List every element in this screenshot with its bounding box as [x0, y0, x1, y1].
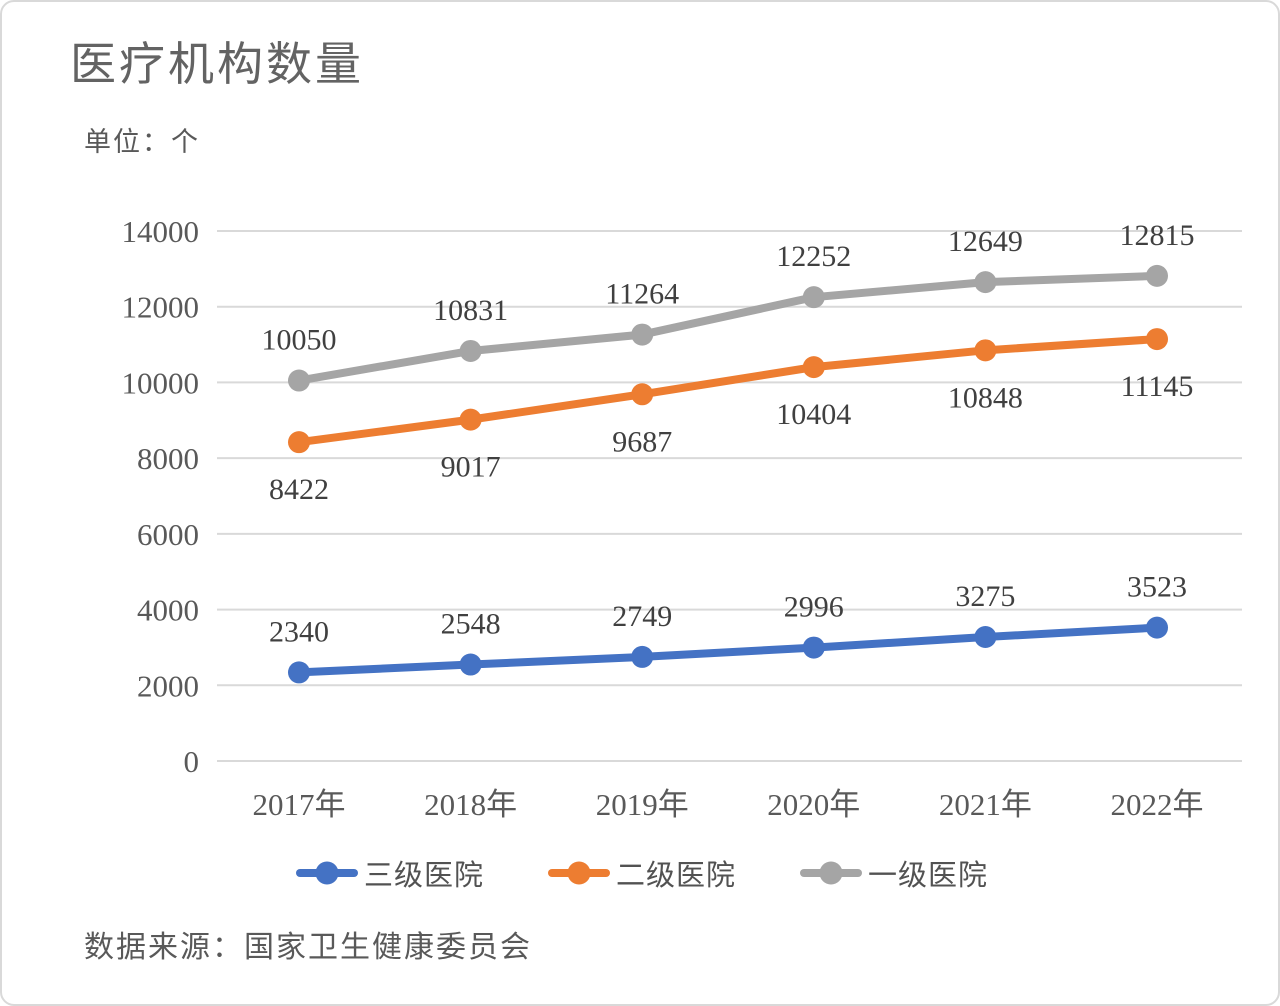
- data-point-label: 11145: [1121, 370, 1194, 403]
- legend: 三级医院 二级医院 一级医院: [2, 845, 1278, 901]
- data-point-marker: [1146, 328, 1168, 351]
- line-chart-plot: 0 2000 4000 6000 8000 10000 12000 14000 2017年 201…: [122, 214, 1242, 822]
- x-tick-label: 2021年: [939, 787, 1032, 822]
- data-point-label: 9687: [612, 425, 672, 458]
- x-tick-label: 2017年: [253, 787, 346, 822]
- y-tick-label: 6000: [137, 517, 199, 552]
- data-point-label: 10050: [262, 324, 337, 357]
- legend-line-marker-icon: [800, 861, 862, 885]
- data-point-marker: [1146, 264, 1168, 287]
- data-point-marker: [288, 431, 310, 454]
- data-point-marker: [459, 408, 482, 431]
- data-point-label: 11264: [605, 278, 679, 311]
- data-point-label: 8422: [269, 473, 329, 506]
- series-line: [295, 271, 1161, 385]
- data-point-marker: [459, 653, 482, 676]
- series-line: [295, 623, 1161, 677]
- data-point-marker: [974, 339, 997, 362]
- y-tick-label: 10000: [122, 365, 200, 400]
- data-point-marker: [631, 383, 654, 406]
- y-tick-label: 12000: [122, 290, 200, 325]
- legend-line-marker-icon: [547, 861, 610, 885]
- data-source: 数据来源：国家卫生健康委员会: [84, 931, 532, 964]
- legend-dot-icon: [567, 861, 591, 885]
- unit-label: 单位：个: [84, 127, 200, 157]
- data-point-label: 10404: [776, 398, 851, 431]
- data-point-label: 12815: [1120, 219, 1195, 252]
- data-point-label: 9017: [441, 451, 501, 484]
- data-point-marker: [459, 339, 482, 362]
- y-tick-label: 14000: [122, 214, 200, 249]
- x-tick-label: 2020年: [767, 787, 860, 822]
- data-point-label: 3275: [955, 580, 1015, 613]
- data-point-marker: [288, 661, 310, 684]
- x-tick-label: 2019年: [596, 787, 689, 822]
- y-tick-label: 2000: [137, 668, 199, 703]
- data-point-label: 2340: [269, 615, 329, 648]
- legend-item: 三级医院: [295, 852, 484, 894]
- data-point-marker: [288, 369, 310, 392]
- y-tick-label: 8000: [137, 441, 199, 476]
- legend-item: 二级医院: [547, 852, 736, 894]
- data-point-label: 10831: [433, 294, 508, 327]
- legend-dot-icon: [819, 861, 843, 885]
- chart-title: 医疗机构数量: [70, 39, 364, 90]
- legend-dot-icon: [315, 861, 339, 885]
- data-point-label: 2548: [441, 608, 501, 641]
- data-point-marker: [974, 271, 997, 294]
- legend-item: 一级医院: [800, 852, 988, 894]
- legend-label: 二级医院: [615, 860, 736, 892]
- legend-label: 三级医院: [363, 860, 484, 892]
- y-tick-label: 4000: [137, 593, 199, 628]
- legend-label: 一级医院: [868, 860, 989, 892]
- data-point-label: 2749: [612, 600, 672, 633]
- data-point-label: 12252: [776, 240, 851, 273]
- series-line: [295, 335, 1161, 447]
- x-tick-label: 2018年: [424, 787, 517, 822]
- data-point-marker: [974, 626, 997, 649]
- data-point-marker: [631, 323, 654, 346]
- data-point-marker: [802, 636, 825, 659]
- data-point-marker: [802, 286, 825, 309]
- y-tick-label: 0: [184, 744, 200, 779]
- data-point-label: 2996: [784, 591, 844, 624]
- data-point-marker: [631, 645, 654, 668]
- data-point-marker: [802, 356, 825, 379]
- data-point-label: 10848: [948, 381, 1023, 414]
- x-tick-label: 2022年: [1111, 787, 1204, 822]
- data-point-label: 12649: [948, 225, 1023, 258]
- data-point-label: 3523: [1127, 571, 1187, 604]
- legend-line-marker-icon: [295, 861, 358, 885]
- data-point-marker: [1146, 616, 1168, 639]
